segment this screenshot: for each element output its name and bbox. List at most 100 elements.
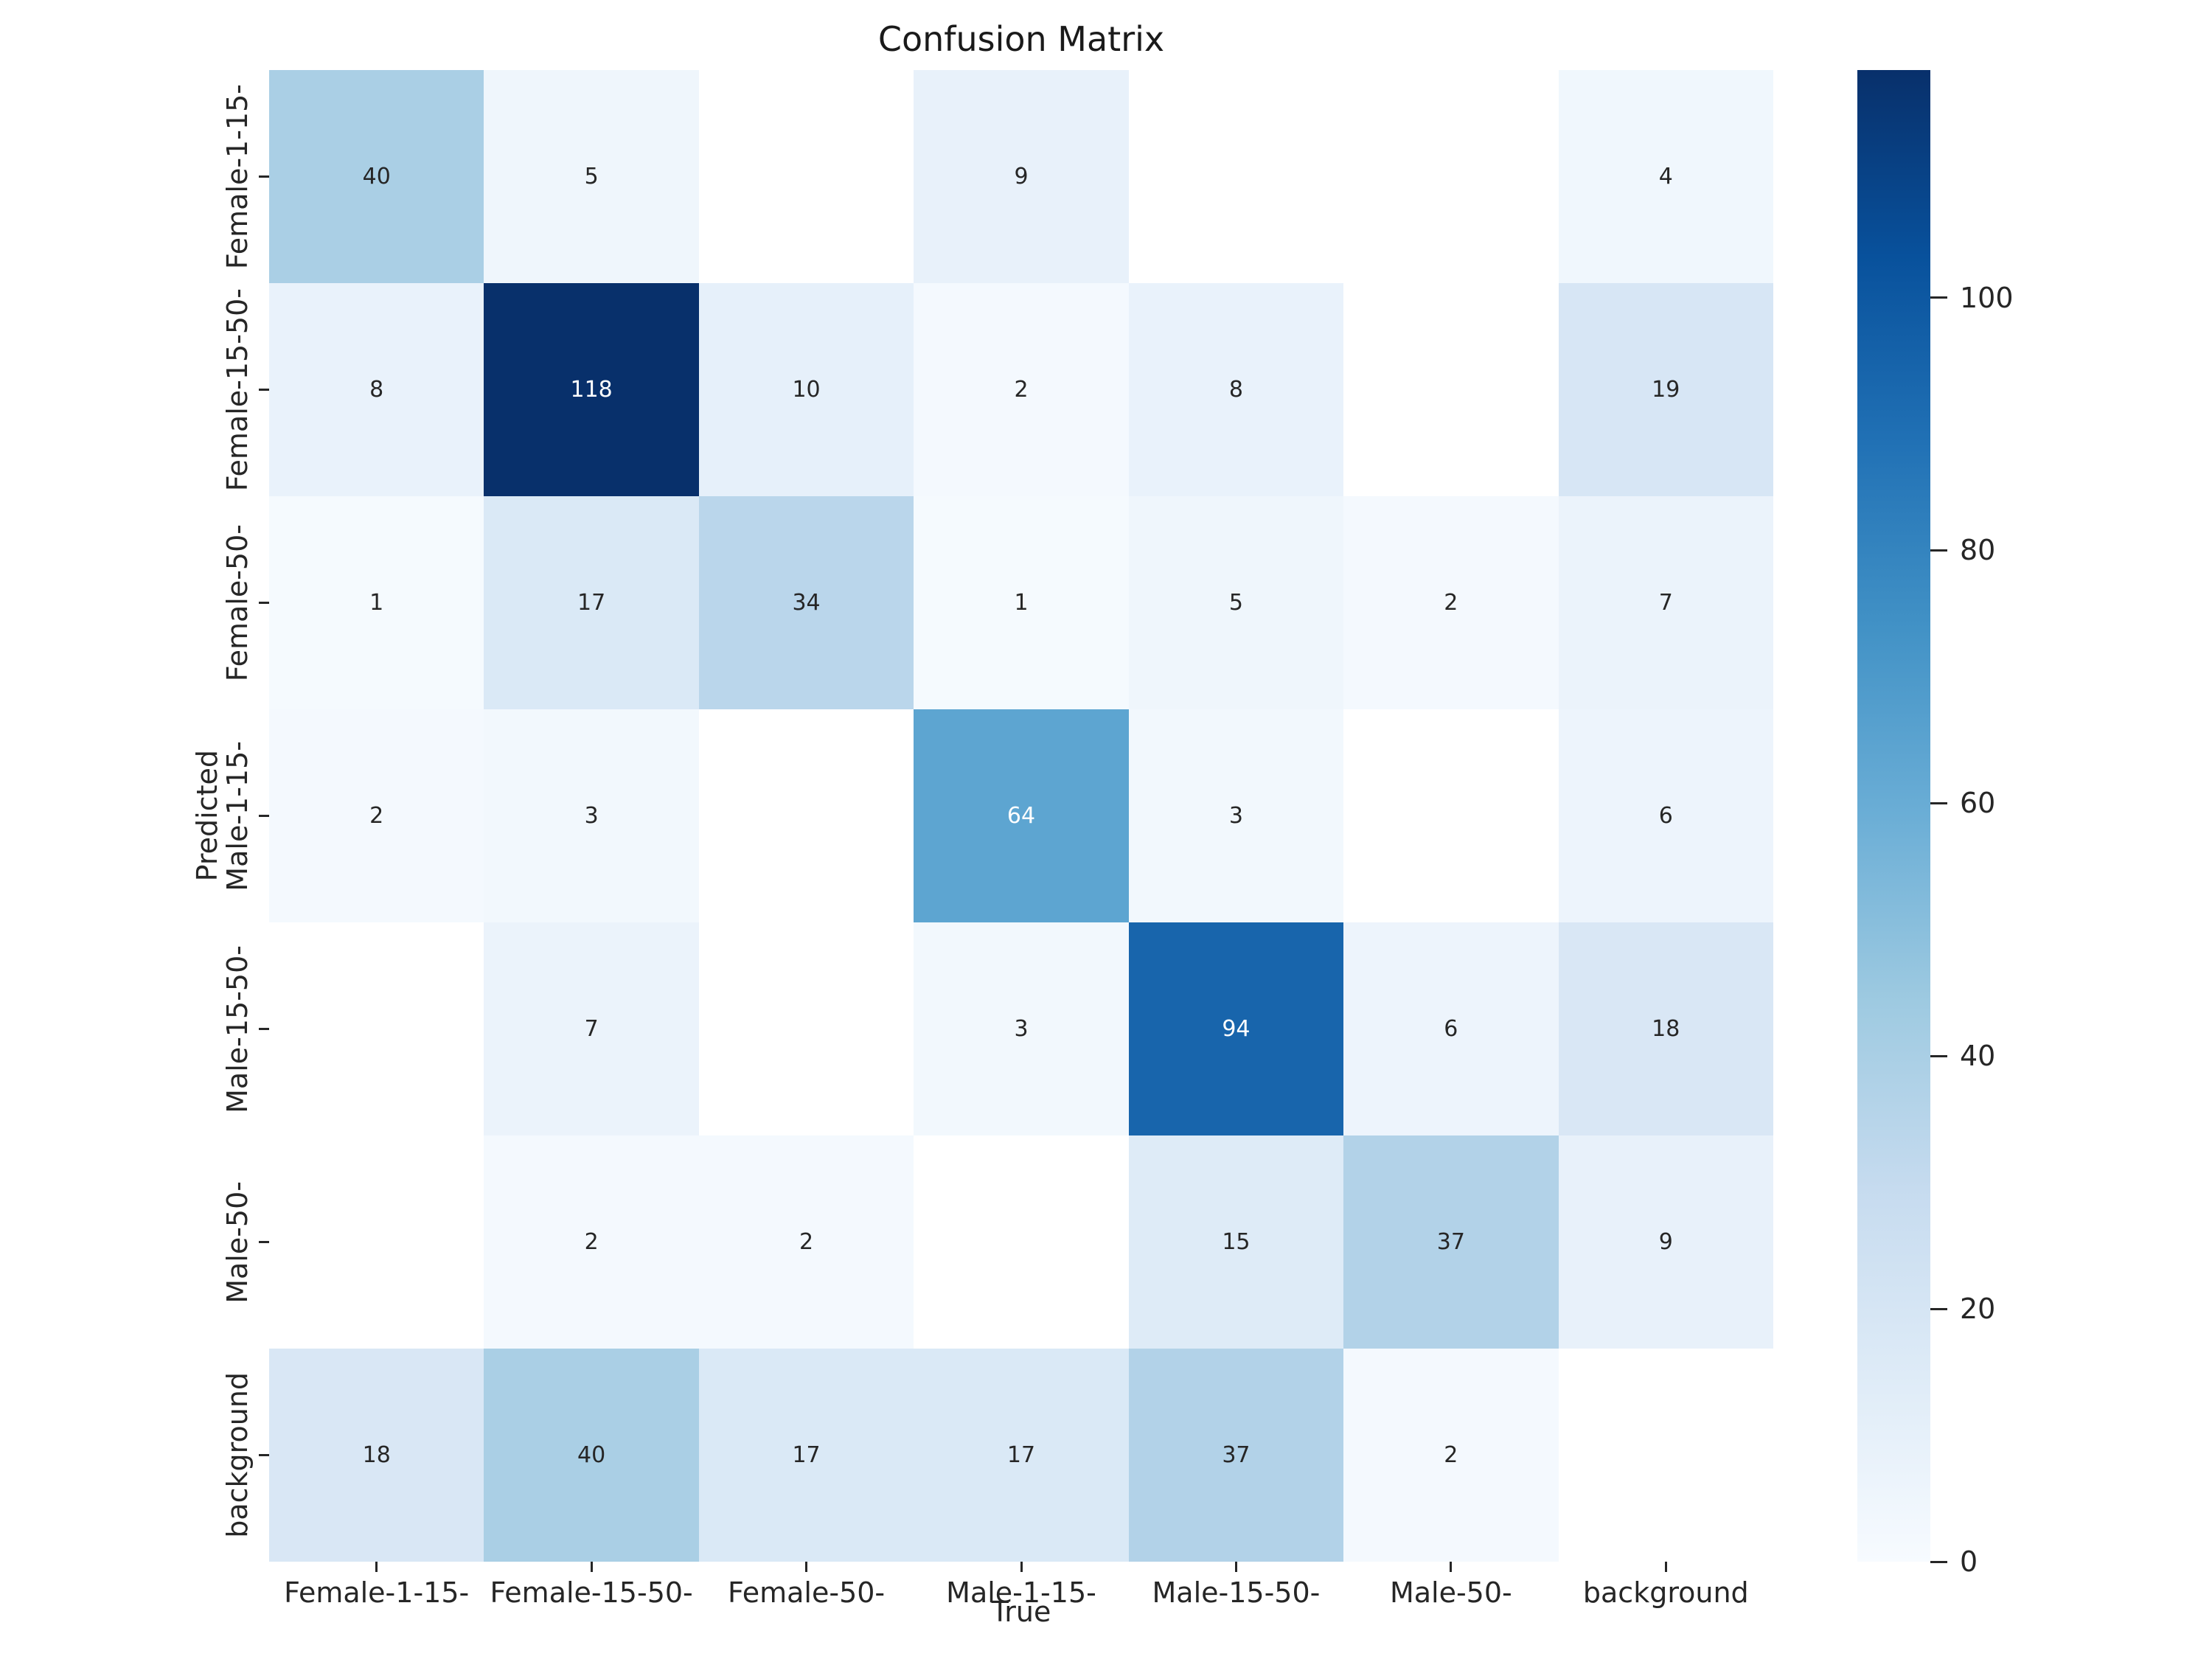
heatmap-cell [698, 922, 914, 1135]
heatmap-cell: 37 [1128, 1349, 1344, 1562]
heatmap-cell: 3 [484, 709, 699, 922]
y-tick-label: Male-50- [221, 1180, 254, 1304]
heatmap-cell [1558, 1349, 1773, 1562]
cell-value: 18 [1652, 1015, 1680, 1042]
x-tick-mark [1664, 1562, 1667, 1572]
heatmap-cell: 9 [1558, 1135, 1773, 1349]
cell-value: 19 [1652, 376, 1680, 403]
cell-value: 9 [1658, 1228, 1673, 1255]
heatmap-cell: 4 [1558, 70, 1773, 283]
heatmap-cell [1343, 709, 1559, 922]
cell-value: 5 [1228, 589, 1243, 616]
heatmap-cell [698, 709, 914, 922]
x-tick-mark [1450, 1562, 1453, 1572]
heatmap-cell: 37 [1343, 1135, 1559, 1349]
y-tick-label: Female-1-15- [221, 83, 254, 270]
cell-value: 6 [1444, 1015, 1458, 1042]
colorbar-tick-label: 80 [1960, 534, 1996, 567]
heatmap-cell: 17 [484, 496, 699, 709]
colorbar-tick-mark [1930, 1560, 1947, 1563]
heatmap-cell [914, 1135, 1129, 1349]
heatmap-cell: 19 [1558, 283, 1773, 496]
y-tick-label: Female-15-50- [221, 288, 254, 492]
cell-value: 3 [1014, 1015, 1029, 1042]
cell-value: 15 [1222, 1228, 1251, 1255]
cell-value: 2 [584, 1228, 599, 1255]
cell-value: 5 [584, 163, 599, 189]
heatmap-cell [1343, 283, 1559, 496]
y-tick-wrap: Female-15-50- [219, 283, 256, 496]
y-tick-label: Male-1-15- [221, 740, 254, 891]
heatmap-cell: 9 [914, 70, 1129, 283]
x-tick-label: Female-1-15- [284, 1576, 470, 1609]
heatmap-cell: 6 [1343, 922, 1559, 1135]
heatmap-cell [269, 922, 484, 1135]
heatmap-cell: 17 [914, 1349, 1129, 1562]
cell-value: 37 [1222, 1441, 1251, 1468]
colorbar-tick-mark [1930, 1054, 1947, 1057]
cell-value: 2 [1444, 1441, 1458, 1468]
x-tick-mark [1234, 1562, 1237, 1572]
heatmap-cell: 2 [484, 1135, 699, 1349]
y-tick-mark [259, 815, 269, 817]
cell-value: 37 [1436, 1228, 1465, 1255]
cell-value: 6 [1658, 802, 1673, 829]
cell-value: 9 [1014, 163, 1029, 189]
cell-value: 8 [369, 376, 384, 403]
cell-value: 3 [584, 802, 599, 829]
heatmap-cell: 18 [269, 1349, 484, 1562]
heatmap-cell: 3 [1128, 709, 1344, 922]
y-tick-mark [259, 175, 269, 178]
heatmap-cell: 34 [698, 496, 914, 709]
chart-title: Confusion Matrix [877, 19, 1165, 59]
cell-value: 94 [1222, 1015, 1251, 1042]
colorbar-tick-label: 0 [1960, 1545, 1978, 1578]
heatmap-cell: 2 [1343, 496, 1559, 709]
heatmap-cell: 7 [1558, 496, 1773, 709]
y-tick-wrap: Female-50- [219, 496, 256, 709]
heatmap-cell [269, 1135, 484, 1349]
heatmap-cell: 8 [269, 283, 484, 496]
cell-value: 2 [799, 1228, 814, 1255]
heatmap-cell: 2 [698, 1135, 914, 1349]
colorbar-tick-label: 100 [1960, 281, 2014, 314]
x-tick-mark [590, 1562, 593, 1572]
heatmap-cell [1343, 70, 1559, 283]
y-tick-label: Female-50- [221, 524, 254, 682]
cell-value: 2 [1014, 376, 1029, 403]
y-tick-mark [259, 1241, 269, 1243]
y-tick-mark [259, 1028, 269, 1030]
cell-value: 17 [577, 589, 606, 616]
cell-value: 64 [1006, 802, 1036, 829]
cell-value: 34 [792, 589, 821, 616]
y-tick-mark [259, 389, 269, 391]
heatmap-cell: 118 [484, 283, 699, 496]
heatmap-cell [1128, 70, 1344, 283]
x-tick-label: Female-50- [727, 1576, 886, 1609]
colorbar-tick-mark [1930, 801, 1947, 804]
colorbar-tick-mark [1930, 1307, 1947, 1310]
cell-value: 118 [570, 376, 613, 403]
heatmap-cell: 7 [484, 922, 699, 1135]
x-tick-label: Male-50- [1389, 1576, 1512, 1609]
y-tick-label: background [221, 1372, 254, 1538]
heatmap-cell: 2 [1343, 1349, 1559, 1562]
heatmap-cell: 40 [484, 1349, 699, 1562]
x-tick-label: Female-15-50- [490, 1576, 693, 1609]
cell-value: 1 [369, 589, 384, 616]
heatmap-cell: 40 [269, 70, 484, 283]
heatmap-cell: 1 [914, 496, 1129, 709]
x-axis-label: True [991, 1596, 1051, 1628]
y-tick-mark [259, 1454, 269, 1456]
colorbar-tick-label: 20 [1960, 1293, 1996, 1326]
cell-value: 4 [1658, 163, 1673, 189]
cell-value: 2 [1444, 589, 1458, 616]
heatmap-cell: 5 [484, 70, 699, 283]
y-tick-wrap: Female-1-15- [219, 70, 256, 283]
heatmap-cell: 1 [269, 496, 484, 709]
heatmap-cell: 15 [1128, 1135, 1344, 1349]
y-tick-mark [259, 602, 269, 604]
x-tick-label: background [1582, 1576, 1749, 1609]
cell-value: 40 [577, 1441, 606, 1468]
